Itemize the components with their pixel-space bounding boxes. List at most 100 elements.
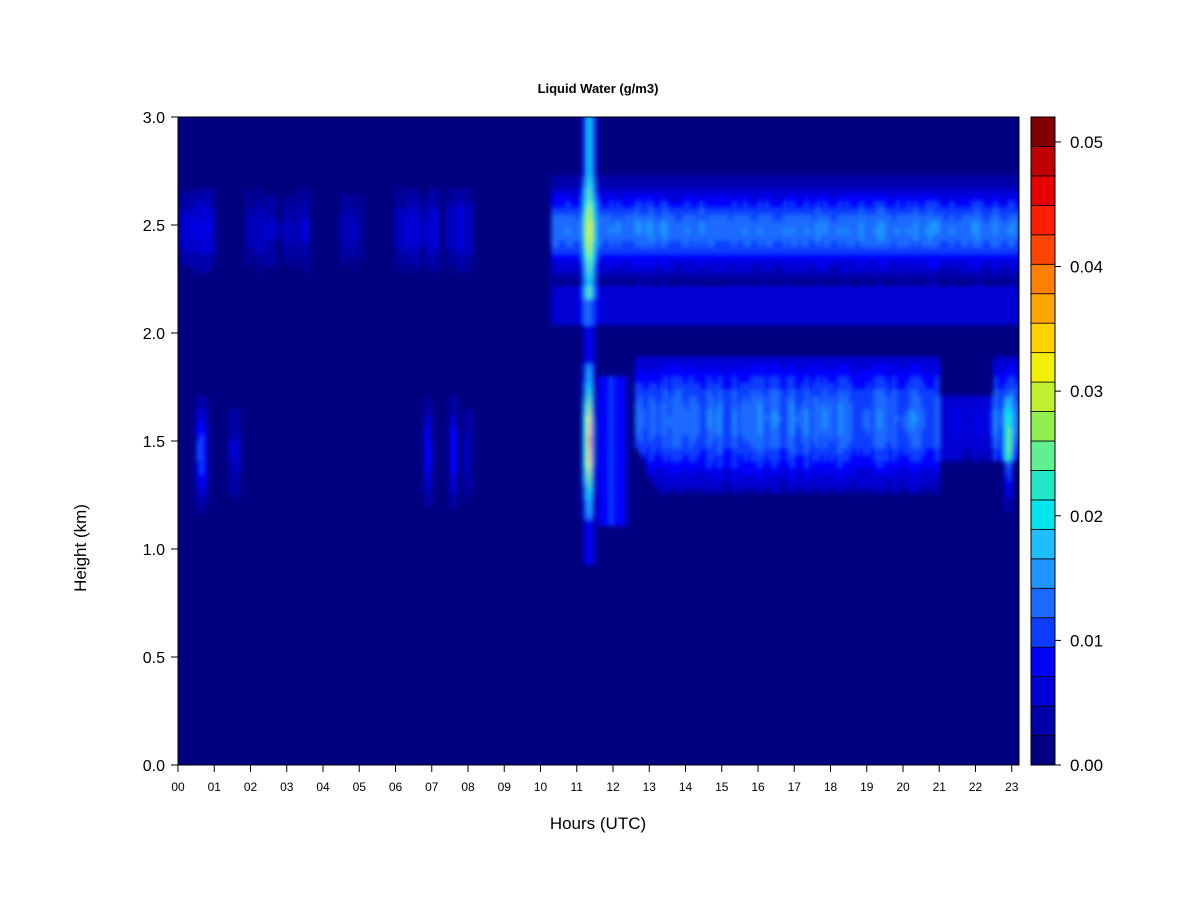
heatmap-cell [642,447,647,455]
heatmap-cell [616,285,621,293]
heatmap-cell [765,466,770,474]
heatmap-cell [884,363,890,371]
heatmap-cell [845,214,850,222]
heatmap-cell [203,240,208,248]
heatmap-cell [765,363,770,371]
heatmap-cell [565,317,571,325]
heatmap-cell [587,376,592,384]
heatmap-cell [703,376,708,384]
heatmap-cell [199,434,204,442]
heatmap-cell [743,402,748,410]
heatmap-cell [228,460,233,468]
heatmap-cell [779,408,784,416]
heatmap-cell [707,214,712,222]
heatmap-cell [663,389,668,397]
heatmap-cell [747,227,752,235]
heatmap-cell [841,460,846,468]
heatmap-cell [587,117,592,125]
heatmap-cell [558,201,563,209]
heatmap-cell [649,304,654,312]
heatmap-cell [555,227,560,235]
heatmap-cell [642,428,647,436]
heatmap-cell [837,363,842,371]
heatmap-cell [283,259,288,267]
heatmap-cell [848,181,853,189]
heatmap-cell [406,194,411,202]
heatmap-cell [203,253,208,261]
heatmap-cell [895,298,900,306]
heatmap-cell [634,175,639,183]
heatmap-cell [834,447,839,455]
heatmap-cell [823,233,828,241]
heatmap-cell [685,233,690,241]
heatmap-cell [562,292,567,300]
heatmap-cell [594,130,600,138]
heatmap-cell [834,389,839,397]
heatmap-cell [884,421,890,429]
heatmap-cell [449,434,455,442]
heatmap-cell [866,466,871,474]
heatmap-cell [805,363,810,371]
heatmap-cell [428,266,433,274]
heatmap-cell [841,214,846,222]
heatmap-cell [689,220,694,228]
heatmap-cell [790,356,795,364]
heatmap-cell [710,279,716,287]
heatmap-cell [830,356,835,364]
heatmap-cell [417,201,422,209]
heatmap-cell [623,441,629,449]
heatmap-cell [761,454,766,462]
heatmap-cell [819,214,824,222]
heatmap-cell [772,207,777,215]
heatmap-cell [808,201,813,209]
heatmap-cell [638,298,643,306]
heatmap-cell [460,194,465,202]
heatmap-cell [707,408,712,416]
heatmap-cell [623,292,629,300]
heatmap-cell [671,454,676,462]
heatmap-cell [283,207,288,215]
heatmap-cell [837,246,842,254]
heatmap-cell [797,194,803,202]
heatmap-cell [718,421,723,429]
heatmap-cell [848,421,853,429]
heatmap-cell [286,188,291,196]
heatmap-cell [736,181,741,189]
heatmap-cell [830,285,835,293]
heatmap-cell [652,292,658,300]
heatmap-cell [352,259,357,267]
heatmap-cell [431,207,436,215]
heatmap-cell [199,492,204,500]
heatmap-cell [685,298,690,306]
heatmap-cell [656,240,661,248]
heatmap-cell [884,240,890,248]
heatmap-cell [819,207,824,215]
heatmap-cell [779,421,784,429]
heatmap-cell [888,175,893,183]
heatmap-cell [645,201,650,209]
heatmap-cell [768,317,774,325]
heatmap-cell [616,395,621,403]
heatmap-cell [558,298,563,306]
heatmap-cell [747,434,752,442]
heatmap-cell [562,317,567,325]
heatmap-cell [562,246,567,254]
heatmap-cell [613,486,618,494]
heatmap-cell [460,201,465,209]
heatmap-cell [272,233,277,241]
heatmap-cell [834,253,839,261]
heatmap-cell [855,415,861,423]
heatmap-cell [881,473,886,481]
heatmap-cell [747,376,752,384]
heatmap-cell [812,266,817,274]
heatmap-cell [819,181,824,189]
heatmap-cell [210,220,215,228]
heatmap-cell [888,447,893,455]
heatmap-cell [736,317,741,325]
heatmap-cell [580,538,585,546]
heatmap-cell [275,240,281,248]
heatmap-cell [768,233,774,241]
heatmap-cell [681,194,687,202]
heatmap-cell [678,181,683,189]
heatmap-cell [703,317,708,325]
